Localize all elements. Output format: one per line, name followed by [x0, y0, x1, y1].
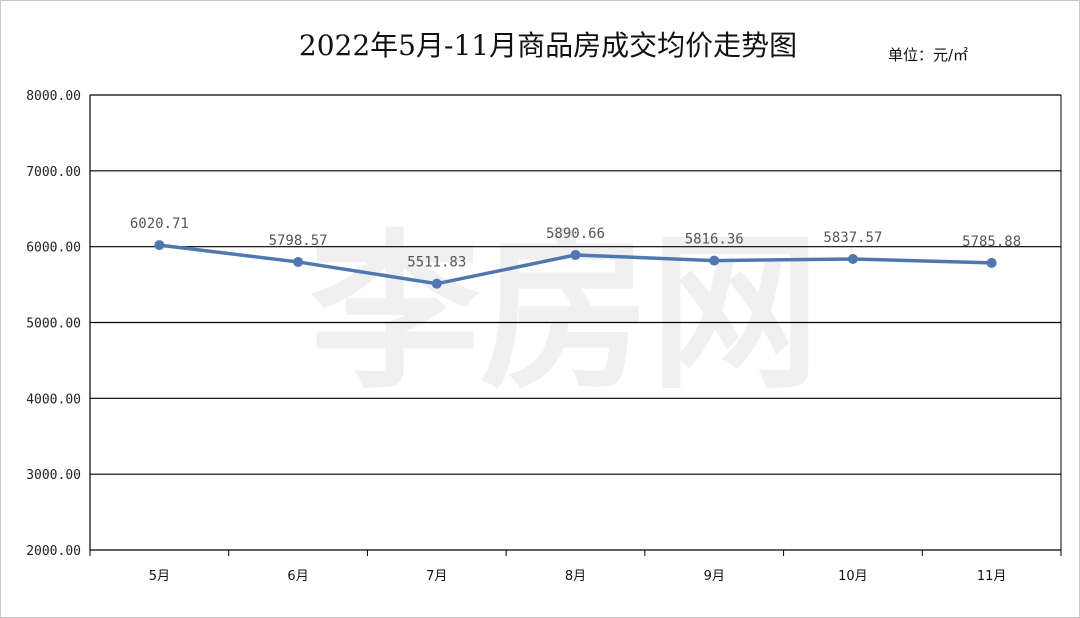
y-tick-label: 6000.00	[26, 241, 81, 256]
data-point	[709, 255, 720, 266]
y-tick-label: 3000.00	[26, 468, 81, 483]
data-label: 5816.36	[685, 232, 744, 248]
x-tick-label: 10月	[838, 569, 868, 584]
data-point	[570, 249, 581, 260]
y-tick-label: 2000.00	[26, 544, 81, 559]
data-label: 6020.71	[130, 216, 189, 232]
unit-label: 单位：元/㎡	[888, 46, 969, 64]
data-point	[154, 240, 165, 251]
chart-title: 2022年5月-11月商品房成交均价走势图	[298, 29, 798, 62]
y-tick-label: 5000.00	[26, 317, 81, 332]
y-tick-label: 7000.00	[26, 165, 81, 180]
watermark-text: 李房网	[310, 215, 820, 413]
y-tick-label: 8000.00	[26, 89, 81, 104]
x-tick-label: 11月	[977, 569, 1007, 584]
x-tick-label: 7月	[426, 569, 447, 584]
x-tick-label: 5月	[149, 569, 170, 584]
data-point	[847, 253, 858, 264]
y-tick-label: 4000.00	[26, 392, 81, 407]
data-point	[986, 257, 997, 268]
x-tick-label: 9月	[704, 569, 725, 584]
x-tick-label: 8月	[565, 569, 586, 584]
data-point	[293, 256, 304, 267]
data-point	[431, 278, 442, 289]
data-label: 5798.57	[269, 233, 328, 249]
data-label: 5511.83	[407, 255, 466, 271]
data-label: 5785.88	[962, 234, 1021, 250]
data-label: 5890.66	[546, 226, 605, 242]
x-tick-label: 6月	[287, 569, 308, 584]
data-label: 5837.57	[823, 230, 882, 246]
